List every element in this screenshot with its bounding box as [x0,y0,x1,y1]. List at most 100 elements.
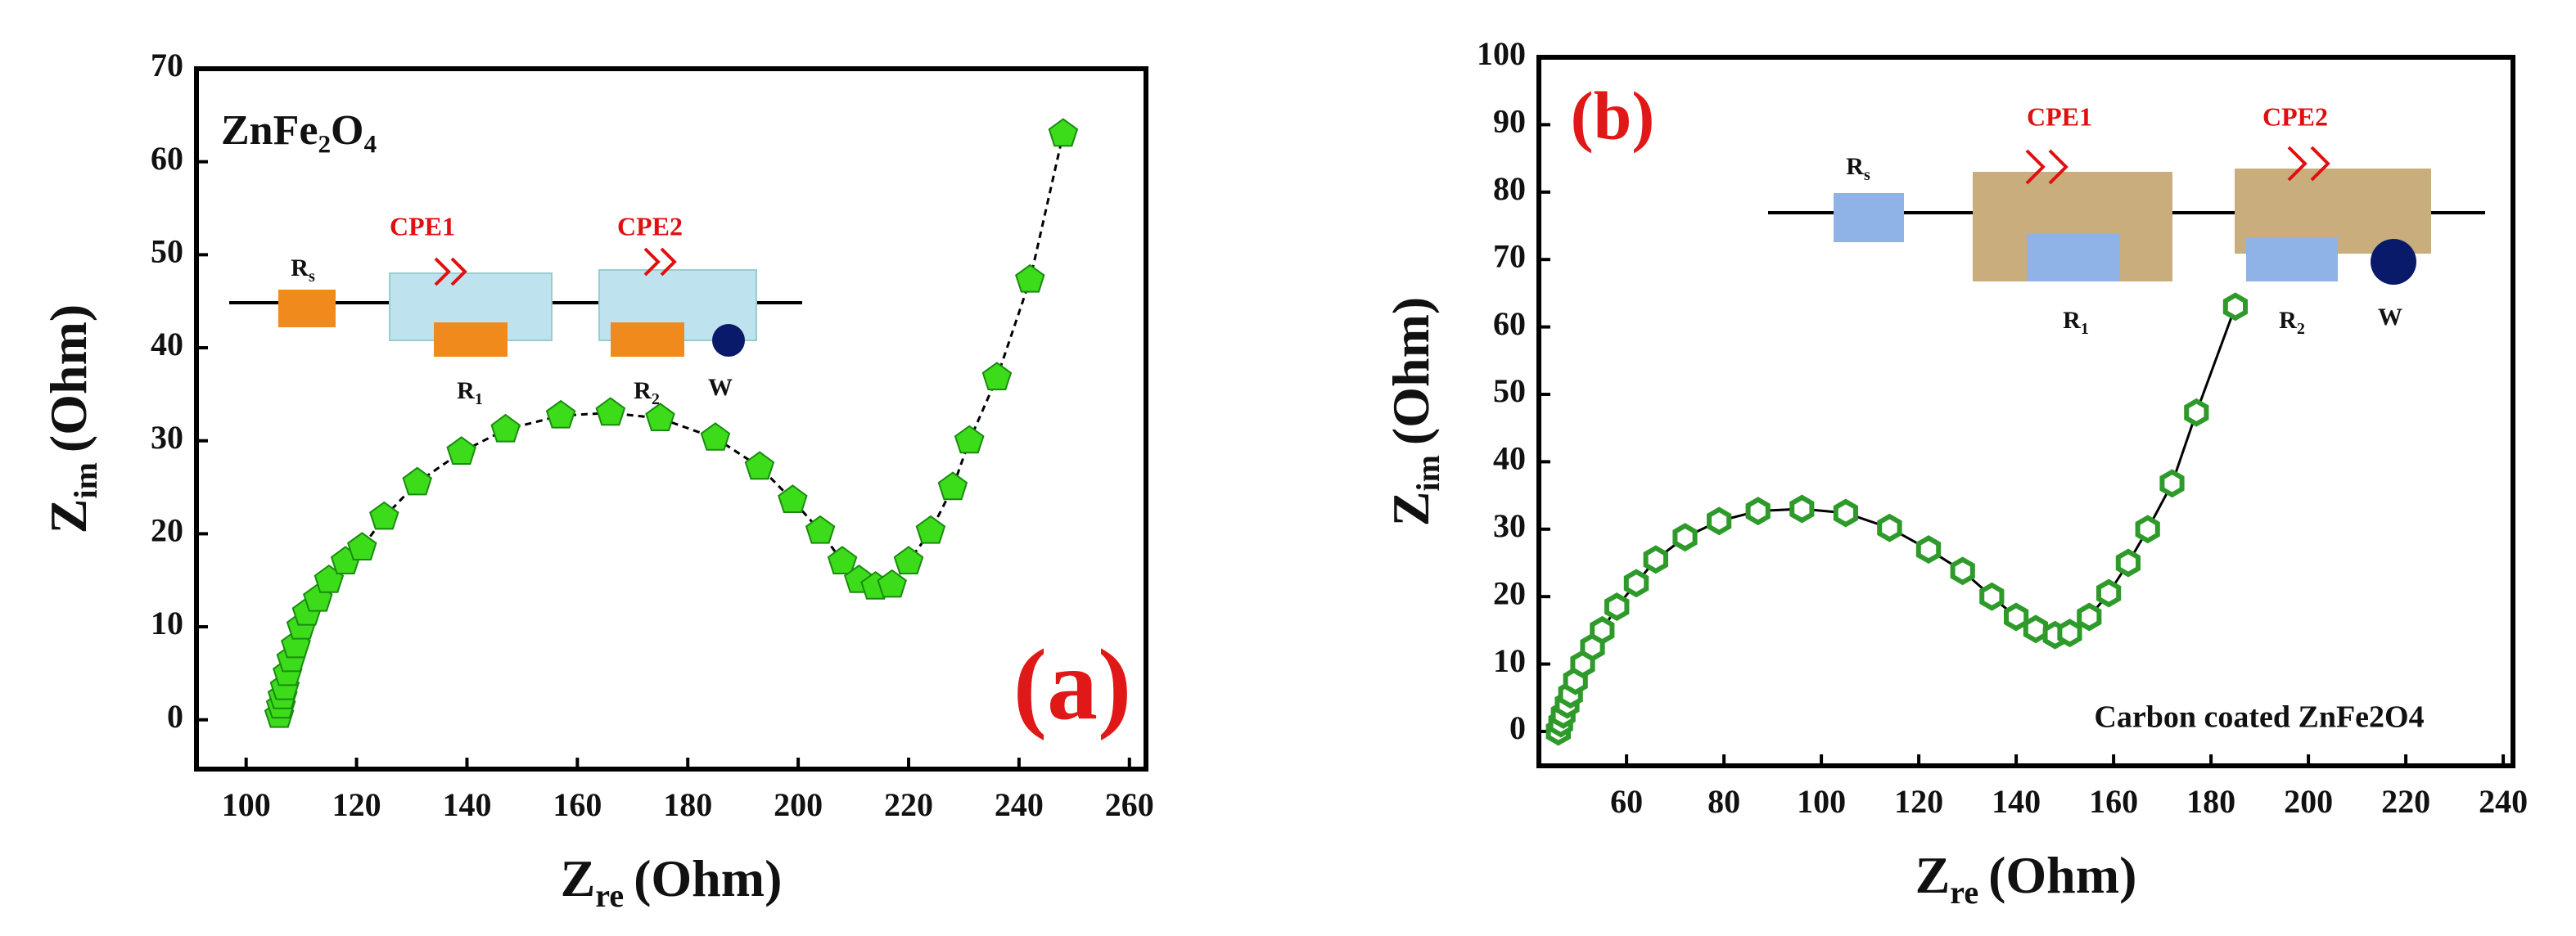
marker [827,546,858,574]
marker [1745,497,1771,526]
marker [1672,523,1698,552]
y-tick-label: 100 [1477,35,1526,72]
cpe2-label: CPE2 [2262,101,2328,131]
marker [369,501,399,530]
y-tick-label: 70 [1493,237,1526,274]
x-axis-label: Zre (Ohm) [1915,846,2137,911]
rs-label: Rs [1846,153,1870,184]
y-tick-label: 10 [151,605,183,641]
plot-frame [194,66,1148,772]
marker [1950,556,1975,586]
marker [937,471,968,501]
r1-label-main: R [457,377,475,404]
y-axis-label-sub: im [1410,455,1446,491]
x-tick-label: 220 [884,786,933,823]
r2-label: R2 [634,377,660,408]
x-tick-label: 140 [442,786,491,823]
r2-label-sub: 2 [652,390,660,408]
y-tick-label: 60 [1493,305,1526,342]
rs-label-main: R [291,254,309,281]
y-axis-label-unit: (Ohm) [1382,297,1440,445]
marker [2135,515,2160,544]
panel-label: (b) [1571,78,1655,154]
marker [1789,494,1815,524]
x-tick-label: 200 [2284,783,2333,820]
y-tick-label: 0 [1509,709,1526,746]
y-axis-label: Zim (Ohm) [1382,297,1447,526]
plot-frame [1536,55,2515,768]
marker [981,362,1013,390]
marker [2057,619,2082,648]
r1-label-sub: 1 [475,390,483,408]
marker [1643,545,1668,574]
x-tick-label: 220 [2381,783,2430,820]
r2-label-main: R [634,377,652,404]
circuit-a [229,247,802,357]
y-tick-label: 40 [151,326,183,362]
marker [1707,506,1732,536]
marker [2096,578,2122,608]
marker [645,403,675,431]
marker [915,515,946,544]
marker [2115,548,2141,578]
sample-note: Carbon coated ZnFe2O4 [2094,700,2424,735]
x-tick-label: 160 [2089,783,2138,820]
y-tick-label: 90 [1493,103,1526,140]
cpe1-label: CPE1 [2027,101,2092,131]
w-label: W [2378,304,2402,331]
marker [446,436,476,465]
marker [2222,292,2248,322]
marker [490,413,521,443]
marker [744,451,775,480]
x-axis-label-unit: (Ohm) [1988,846,2136,904]
x-axis-label-sub: re [1950,874,1978,911]
marker [1623,569,1649,598]
r1-label: R1 [2063,307,2089,338]
y-tick-label: 0 [167,698,183,735]
x-tick-label: 240 [2479,783,2528,820]
marker [402,466,432,496]
y-tick-label: 30 [1493,507,1526,544]
marker [805,515,836,544]
y-tick-label: 60 [151,140,183,177]
y-tick-label: 50 [1493,372,1526,409]
y-tick-label: 40 [1493,440,1526,477]
x-tick-label: 180 [663,786,712,823]
x-axis-label-main: Z [561,849,596,907]
marker [2004,602,2029,632]
x-tick-label: 120 [332,786,381,823]
x-tick-label: 120 [1894,783,1943,820]
x-tick-label: 80 [1708,783,1740,820]
y-axis-label-main: Z [1382,492,1440,527]
marker [893,546,924,574]
x-tick-label: 200 [774,786,823,823]
marker [2077,602,2102,632]
marker [1915,535,1942,565]
marker [954,425,985,454]
x-tick-label: 180 [2186,783,2235,820]
y-axis-label: Zim (Ohm) [39,304,105,533]
marker [595,397,626,426]
y-tick-label: 20 [1493,574,1526,611]
y-axis-label-main: Z [39,499,97,534]
marker [1604,592,1630,622]
y-axis-label-sub: im [67,462,104,498]
x-axis-label-main: Z [1915,846,1951,904]
x-tick-label: 140 [1992,783,2041,820]
y-tick-label: 10 [1493,642,1526,679]
y-axis-label-unit: (Ohm) [39,304,97,452]
marker [545,399,576,429]
x-tick-label: 260 [1105,786,1154,823]
y-tick-label: 30 [151,419,183,456]
marker [877,569,907,598]
rs-label-sub: s [1864,166,1870,184]
r1-label: R1 [457,377,483,408]
circuit-b [1768,146,2485,285]
x-axis-label-sub: re [595,877,624,914]
y-tick-label: 80 [1493,170,1526,207]
marker [1015,263,1045,293]
w-label: W [708,374,733,401]
r1-label-sub: 1 [2081,320,2089,338]
x-tick-label: 100 [1797,783,1846,820]
